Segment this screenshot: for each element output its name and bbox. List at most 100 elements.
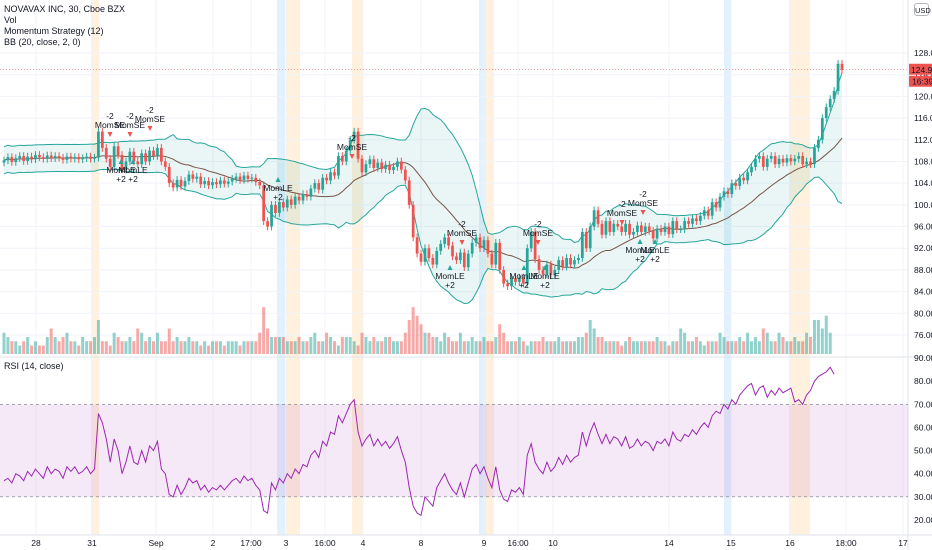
candle-body-188 — [742, 177, 746, 181]
volume-bar-58 — [230, 341, 234, 354]
candle-body-206 — [813, 147, 816, 165]
candle-body-209 — [824, 107, 828, 119]
volume-bar-150 — [592, 328, 596, 354]
volume-bar-59 — [234, 341, 238, 354]
candle-body-129 — [510, 278, 513, 287]
volume-bar-86 — [340, 337, 344, 354]
volume-bar-161 — [635, 341, 639, 354]
candle-body-139 — [549, 264, 553, 276]
price-axis-label-8: 96.00 — [914, 222, 932, 232]
candle-body-93 — [368, 159, 372, 165]
long-signal-label: MomLE — [263, 183, 293, 193]
candle-body-112 — [443, 237, 447, 244]
candle-body-69 — [274, 204, 277, 213]
candle-body-125 — [494, 242, 498, 265]
volume-bar-3 — [14, 341, 18, 354]
long-signal-label: MomLE — [625, 245, 655, 255]
volume-bar-12 — [49, 328, 53, 354]
long-signal-label: MomLE — [509, 271, 539, 281]
volume-bar-22 — [89, 341, 93, 354]
legend-rsi[interactable]: RSI (14, close) — [4, 361, 64, 371]
candle-body-70 — [278, 202, 281, 213]
candle-body-111 — [439, 243, 443, 251]
candle-body-194 — [765, 158, 769, 167]
time-axis-label-11: 10 — [548, 538, 558, 548]
long-signal-2: MomLE+2 — [263, 177, 293, 202]
volume-bar-94 — [372, 337, 376, 354]
volume-bar-53 — [211, 341, 215, 354]
short-signal-qty: -2 — [126, 111, 134, 121]
long-signal-qty: +2 — [650, 254, 660, 264]
volume-bar-208 — [820, 328, 824, 354]
volume-bar-50 — [199, 345, 203, 354]
volume-bar-179 — [706, 341, 710, 354]
candle-body-123 — [486, 240, 490, 254]
candle-body-76 — [301, 194, 305, 201]
volume-bar-130 — [513, 341, 517, 354]
volume-bar-142 — [561, 341, 565, 354]
candle-body-143 — [565, 257, 568, 267]
long-signal-label: MomLE — [106, 165, 136, 175]
candle-body-24 — [97, 131, 100, 158]
long-signal-qty: +2 — [635, 254, 645, 264]
volume-bar-23 — [92, 337, 96, 354]
bollinger-upper — [3, 72, 843, 243]
candle-body-58 — [230, 178, 234, 182]
candle-body-184 — [726, 191, 730, 194]
candle-body-95 — [376, 162, 380, 168]
legend-symbol[interactable]: NOVAVAX INC, 30, Cboe BZX — [4, 4, 126, 14]
candle-body-196 — [773, 156, 777, 165]
legend-strategy[interactable]: Momentum Strategy (12) — [4, 26, 104, 36]
volume-bar-112 — [443, 332, 447, 354]
currency-badge[interactable]: USD — [914, 3, 931, 16]
long-signal-label: MomLE — [640, 245, 670, 255]
volume-bar-116 — [458, 332, 462, 354]
candle-body-77 — [305, 194, 309, 197]
candle-body-16 — [65, 156, 69, 160]
candle-body-26 — [104, 147, 108, 159]
candle-body-131 — [518, 277, 521, 282]
candle-body-147 — [580, 231, 584, 258]
candle-body-51 — [203, 180, 207, 185]
volume-bar-152 — [600, 337, 604, 354]
candle-body-20 — [81, 158, 85, 160]
candle-body-207 — [817, 139, 820, 148]
candle-body-177 — [698, 215, 702, 222]
volume-bar-149 — [588, 320, 592, 354]
volume-bar-39 — [155, 332, 159, 354]
volume-bar-167 — [659, 341, 663, 354]
candle-body-171 — [675, 221, 679, 230]
candle-body-2 — [10, 157, 14, 163]
volume-bar-141 — [557, 337, 561, 354]
volume-bar-46 — [183, 341, 187, 354]
volume-bar-60 — [238, 345, 242, 354]
candle-body-98 — [388, 164, 391, 171]
legend-volume[interactable]: Vol — [4, 15, 17, 25]
volume-bar-146 — [576, 337, 580, 354]
candle-body-102 — [403, 169, 407, 181]
candle-body-124 — [490, 253, 494, 265]
volume-bar-182 — [718, 332, 722, 354]
legend-bollinger[interactable]: BB (20, close, 2, 0) — [4, 37, 81, 47]
candle-body-146 — [577, 257, 580, 261]
volume-bar-28 — [112, 332, 116, 354]
candle-body-21 — [85, 156, 88, 159]
time-axis-label-15: 18:00 — [835, 538, 857, 548]
candle-body-107 — [423, 248, 427, 262]
candle-body-204 — [805, 161, 808, 165]
volume-bar-88 — [348, 337, 352, 354]
volume-bar-20 — [81, 337, 85, 354]
candle-body-57 — [226, 181, 230, 184]
volume-bar-195 — [769, 341, 773, 354]
volume-bar-109 — [431, 337, 435, 354]
volume-bar-181 — [714, 341, 718, 354]
candle-body-153 — [604, 221, 608, 235]
volume-bar-135 — [533, 341, 537, 354]
volume-bar-49 — [195, 341, 199, 354]
volume-bar-37 — [148, 337, 152, 354]
volume-bar-67 — [266, 328, 270, 354]
